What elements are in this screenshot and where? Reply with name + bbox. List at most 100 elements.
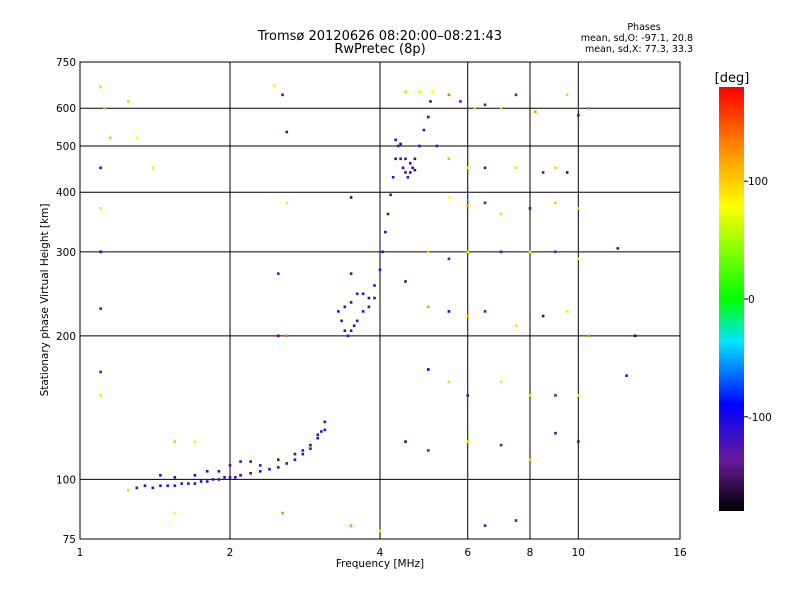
data-point: [466, 394, 470, 397]
data-point: [99, 250, 102, 254]
data-point: [466, 440, 470, 443]
data-point: [355, 292, 359, 296]
data-point: [625, 374, 628, 377]
data-point: [99, 207, 102, 210]
data-point: [404, 157, 407, 161]
data-point: [309, 443, 312, 447]
chart-title: Tromsø 20120626 08:20:00–08:21:43: [257, 29, 502, 44]
colorbar-tick-label: -100: [748, 412, 772, 424]
data-point: [309, 447, 312, 450]
stats-line-o: mean, sd,O: -97.1, 20.8: [581, 33, 693, 44]
data-point: [99, 370, 102, 374]
data-points: [99, 84, 637, 533]
data-point: [205, 480, 209, 483]
data-point: [404, 90, 407, 93]
colorbar-ticks: 100 0 -100: [744, 176, 772, 424]
data-point: [406, 175, 410, 179]
data-point: [343, 329, 347, 332]
data-point: [418, 90, 421, 93]
data-point: [483, 524, 487, 527]
data-point: [554, 394, 557, 397]
data-point: [349, 196, 353, 199]
colorbar-gradient: [719, 87, 744, 511]
data-point: [135, 486, 139, 490]
y-tick-label: 400: [56, 187, 76, 199]
data-point: [528, 250, 532, 254]
data-point: [413, 168, 417, 172]
data-point: [499, 106, 503, 110]
data-point: [173, 484, 177, 488]
data-point: [193, 474, 197, 477]
data-point: [466, 204, 470, 207]
data-point: [576, 257, 580, 261]
data-point: [391, 175, 395, 179]
data-point: [499, 250, 503, 254]
data-point: [99, 166, 102, 170]
data-point: [401, 166, 405, 170]
data-point: [99, 394, 102, 397]
data-point: [426, 449, 430, 452]
data-point: [159, 484, 162, 488]
data-point: [293, 458, 297, 461]
x-tick-label: 8: [527, 547, 534, 559]
data-point: [293, 452, 297, 456]
colorbar-label: [deg]: [715, 71, 750, 86]
data-point: [435, 144, 439, 148]
data-point: [285, 130, 289, 134]
data-point: [126, 100, 130, 103]
data-point: [576, 394, 580, 397]
chart-subtitle: RwPretec (8p): [334, 42, 425, 57]
data-point: [554, 166, 557, 170]
data-point: [143, 484, 147, 488]
data-point: [394, 157, 397, 161]
data-point: [217, 469, 221, 473]
data-point: [239, 474, 242, 477]
data-point: [367, 305, 371, 309]
data-point: [389, 193, 392, 197]
data-point: [355, 319, 359, 323]
data-point: [276, 466, 280, 469]
data-point: [285, 462, 289, 465]
data-point: [499, 212, 503, 216]
x-axis-ticks: 1 2 4 6 8 10 16: [77, 547, 687, 559]
y-tick-label: 300: [56, 247, 76, 259]
x-tick-label: 6: [464, 547, 471, 559]
data-point: [373, 296, 376, 300]
y-tick-label: 600: [56, 103, 76, 115]
data-point: [447, 310, 451, 313]
data-point: [528, 394, 532, 397]
data-point: [316, 433, 320, 437]
data-point: [151, 486, 155, 490]
data-point: [616, 247, 620, 250]
data-point: [108, 136, 112, 140]
y-tick-label: 750: [56, 57, 76, 69]
data-point: [239, 460, 242, 463]
data-point: [554, 431, 557, 435]
data-point: [268, 467, 271, 471]
data-point: [466, 314, 470, 318]
data-point: [447, 93, 451, 97]
data-point: [361, 310, 365, 313]
y-tick-label: 200: [56, 331, 76, 343]
data-point: [323, 420, 327, 424]
data-point: [103, 106, 106, 110]
data-point: [217, 478, 221, 481]
data-point: [346, 334, 350, 338]
data-point: [205, 469, 209, 473]
y-tick-label: 100: [56, 474, 76, 486]
data-point: [361, 292, 365, 296]
colorbar-tick-label: 100: [748, 176, 768, 188]
data-point: [316, 436, 320, 440]
data-point: [343, 305, 347, 309]
data-point: [166, 484, 170, 488]
data-point: [199, 480, 203, 483]
data-point: [459, 100, 462, 103]
data-point: [384, 230, 387, 234]
data-point: [499, 443, 503, 447]
data-point: [396, 144, 400, 148]
data-point: [429, 100, 432, 103]
data-point: [159, 474, 162, 477]
data-point: [408, 171, 412, 174]
data-point: [431, 90, 434, 93]
